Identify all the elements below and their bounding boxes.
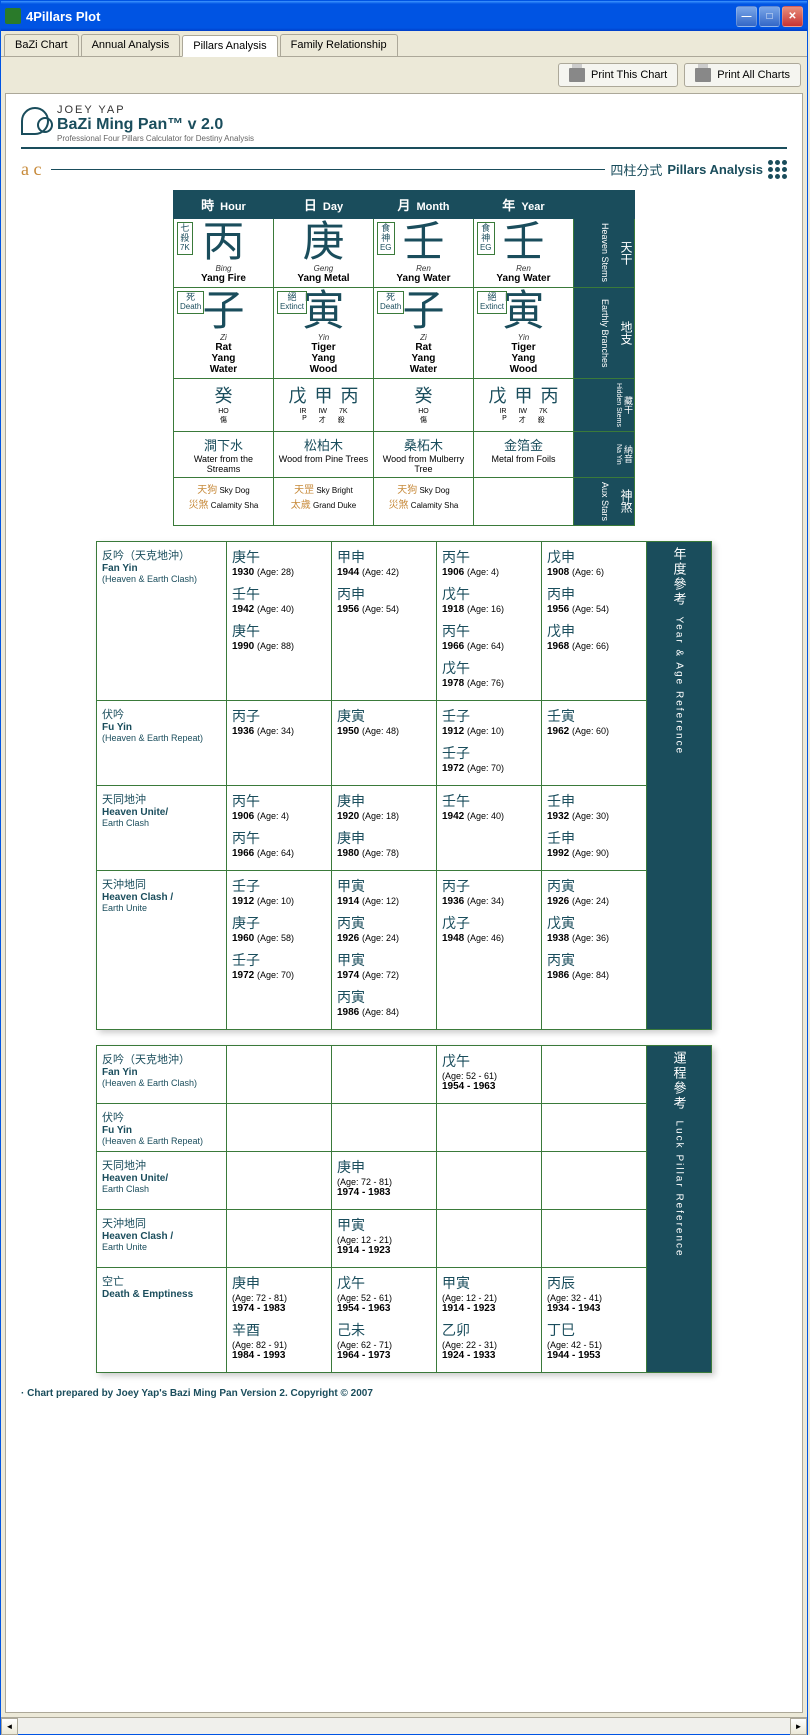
print-all-button[interactable]: Print All Charts <box>684 63 801 87</box>
tab-bazi-chart[interactable]: BaZi Chart <box>4 34 79 56</box>
scroll-right-button[interactable]: ► <box>790 1718 807 1735</box>
luck-reference-table: 反吟（天克地沖）Fan Yin(Heaven & Earth Clash)戊午(… <box>96 1045 712 1373</box>
maximize-button[interactable]: □ <box>759 6 780 27</box>
content-scroll[interactable]: JOEY YAP BaZi Ming Pan™ v 2.0 Profession… <box>5 93 803 1713</box>
footer-note: · Chart prepared by Joey Yap's Bazi Ming… <box>21 1388 787 1399</box>
scroll-track[interactable] <box>18 1718 790 1734</box>
tab-family-relationship[interactable]: Family Relationship <box>280 34 398 56</box>
print-icon <box>569 68 585 82</box>
print-icon <box>695 68 711 82</box>
section-cn: 四柱分式 <box>610 160 662 179</box>
tab-annual-analysis[interactable]: Annual Analysis <box>81 34 181 56</box>
titlebar: 4Pillars Plot — □ ✕ <box>1 1 807 31</box>
product-name: BaZi Ming Pan™ v 2.0 <box>57 116 254 134</box>
logo-icon <box>21 107 49 135</box>
content: JOEY YAP BaZi Ming Pan™ v 2.0 Profession… <box>6 94 802 1409</box>
tab-bar: BaZi ChartAnnual AnalysisPillars Analysi… <box>1 31 807 56</box>
year-reference-table: 反吟（天克地沖）Fan Yin(Heaven & Earth Clash)庚午1… <box>96 541 712 1030</box>
report-header: JOEY YAP BaZi Ming Pan™ v 2.0 Profession… <box>21 104 787 149</box>
minimize-button[interactable]: — <box>736 6 757 27</box>
tab-pillars-analysis[interactable]: Pillars Analysis <box>182 35 277 57</box>
toolbar: Print This Chart Print All Charts <box>1 56 807 93</box>
product-subtitle: Professional Four Pillars Calculator for… <box>57 134 254 143</box>
brand-name: JOEY YAP <box>57 104 254 116</box>
scroll-left-button[interactable]: ◄ <box>1 1718 18 1735</box>
dots-icon <box>768 160 787 179</box>
pillar-table: 時 Hour日 Day月 Month年 Year七殺7K丙BingYang Fi… <box>173 190 635 526</box>
horizontal-scrollbar[interactable]: ◄ ► <box>1 1717 807 1734</box>
section-en: Pillars Analysis <box>667 162 763 177</box>
close-button[interactable]: ✕ <box>782 6 803 27</box>
app-icon <box>5 8 21 24</box>
print-chart-button[interactable]: Print This Chart <box>558 63 678 87</box>
window-title: 4Pillars Plot <box>26 9 736 24</box>
window-controls: — □ ✕ <box>736 6 803 27</box>
section-ac: a c <box>21 159 41 180</box>
app-window: 4Pillars Plot — □ ✕ BaZi ChartAnnual Ana… <box>0 0 808 1735</box>
section-title: a c 四柱分式 Pillars Analysis <box>21 159 787 180</box>
